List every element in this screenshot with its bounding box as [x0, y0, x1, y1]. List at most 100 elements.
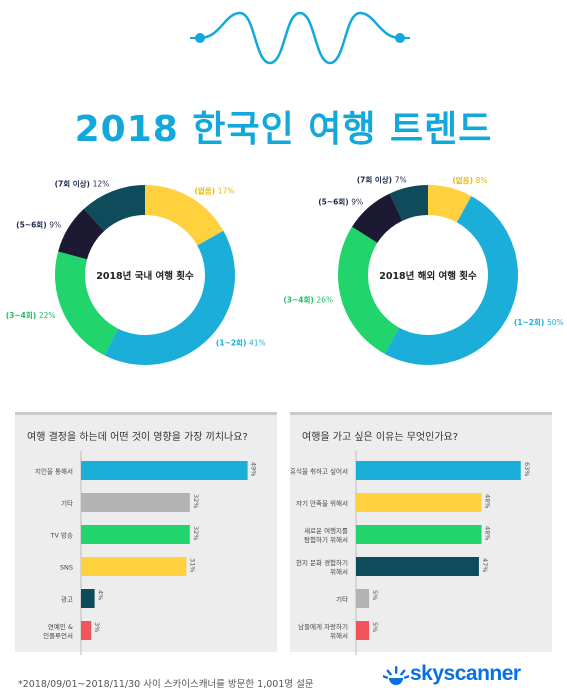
- page-title: 2018 한국인 여행 트렌드: [74, 109, 493, 150]
- bar-category-label: 휴식을 취하고 싶어서: [290, 467, 348, 476]
- slice-category: (7회 이상): [357, 175, 395, 184]
- bar-value-label: 47%: [481, 558, 489, 572]
- bar: [81, 589, 95, 608]
- donut-slice: [384, 196, 518, 365]
- donut-slice: [83, 185, 145, 231]
- slice-category: (없음): [452, 175, 475, 185]
- bar-category-line: 기타: [336, 595, 348, 604]
- survey-footnote: *2018/09/01~2018/11/30 사이 스카이스캐너를 방문한 1,…: [18, 679, 314, 690]
- travel-reason-bar-chart-panel: 여행을 가고 싶은 이유는 무엇인가요? 휴식을 취하고 싶어서 63% 자기 만족…: [290, 412, 552, 655]
- bar: [356, 589, 370, 608]
- bar-category-line: 탐험하기 위해서: [304, 535, 348, 544]
- slice-value: 7%: [395, 175, 407, 184]
- slice-category: (1~2회): [216, 338, 249, 348]
- slice-category: (5~6회): [16, 219, 49, 229]
- bar-value-label: 4%: [97, 590, 105, 600]
- donut-slice-label: (5~6회) 9%: [16, 219, 61, 229]
- donut-slice-label: (없음) 17%: [194, 185, 234, 195]
- skyscanner-logo[interactable]: skyscanner: [383, 660, 553, 690]
- chart-title: 여행 결정을 하는데 어떤 것이 영향을 가장 끼치나요?: [27, 432, 248, 443]
- bar-value-label: 32%: [192, 494, 200, 508]
- slice-category: (3~4회): [6, 310, 39, 320]
- domestic-trips-donut-chart: (없음) 17% (1~2회) 41% (3~4회) 22% (5~6회) 9% (7회…: [6, 179, 266, 365]
- bar-category-label: 광고: [61, 596, 73, 604]
- donut-slice-label: (3~4회) 22%: [6, 310, 56, 320]
- bar-category-label: 현지 문화 경험하기 위해서: [296, 558, 348, 576]
- bar-category-line: TV 방송: [50, 531, 73, 540]
- donut-slice-label: (1~2회) 41%: [216, 338, 266, 348]
- slice-category: (1~2회): [514, 317, 547, 327]
- slice-value: 50%: [547, 318, 564, 327]
- bar-category-label: TV 방송: [50, 531, 73, 540]
- slice-value: 41%: [249, 339, 266, 348]
- bar: [81, 525, 190, 544]
- slice-value: 9%: [351, 197, 363, 206]
- skyscanner-sun-icon: [383, 666, 409, 685]
- logo-text: skyscanner: [410, 662, 521, 685]
- slice-category: (없음): [194, 185, 217, 195]
- bar-value-label: 5%: [371, 622, 379, 632]
- bar-value-label: 48%: [484, 526, 492, 540]
- bar-category-line: 광고: [61, 596, 73, 604]
- bar-category-line: 지인을 통해서: [35, 467, 73, 476]
- donut-slice: [428, 185, 472, 223]
- bar-category-line: 휴식을 취하고 싶어서: [290, 467, 348, 476]
- bar: [81, 461, 248, 480]
- donut-slice-label: (7회 이상) 12%: [55, 179, 110, 189]
- donut-slice: [58, 208, 105, 260]
- slice-value: 22%: [39, 311, 56, 320]
- donut-slice: [54, 251, 119, 356]
- bar: [81, 621, 92, 640]
- bar: [81, 493, 190, 512]
- donut-slice: [338, 226, 400, 354]
- bar: [356, 557, 479, 576]
- bar-category-label: 자기 만족을 위해서: [296, 499, 348, 508]
- slice-category: (5~6회): [318, 196, 351, 206]
- bar-category-line: SNS: [60, 564, 73, 572]
- bar-value-label: 31%: [188, 558, 196, 572]
- bar-value-label: 3%: [93, 622, 101, 632]
- donut-slice: [352, 193, 403, 243]
- bar-category-line: 인플루언서: [43, 631, 73, 640]
- donut-slice: [145, 185, 224, 246]
- bar-value-label: 49%: [250, 462, 258, 476]
- bar-category-line: 자기 만족을 위해서: [296, 499, 348, 508]
- bar-category-label: 기타: [336, 595, 348, 604]
- slice-value: 17%: [218, 186, 235, 195]
- bar-category-line: 현지 문화 경험하기: [296, 558, 348, 567]
- bar-value-label: 48%: [484, 494, 492, 508]
- donut-slice-label: (5~6회) 9%: [318, 196, 363, 206]
- slice-category: (7회 이상): [55, 179, 93, 189]
- influence-bar-chart-panel: 여행 결정을 하는데 어떤 것이 영향을 가장 끼치나요? 지인을 통해서 49%…: [15, 412, 277, 655]
- bar-category-line: 위해서: [330, 631, 348, 640]
- bar: [356, 621, 370, 640]
- bar-category-label: 남들에게 자랑하기 위해서: [298, 622, 348, 640]
- slice-value: 12%: [93, 180, 110, 189]
- overseas-trips-donut-chart: (없음) 8% (1~2회) 50% (3~4회) 26% (5~6회) 9% (7회 …: [283, 175, 564, 365]
- bar-value-label: 63%: [523, 462, 531, 476]
- bar-category-line: 새로운 여행지를: [304, 526, 348, 535]
- slice-value: 26%: [316, 295, 333, 304]
- donut-center-title: 2018년 국내 여행 횟수: [96, 270, 194, 282]
- bar-value-label: 32%: [192, 526, 200, 540]
- bar-category-line: 위해서: [330, 567, 348, 576]
- bar: [356, 493, 482, 512]
- bar-category-line: 남들에게 자랑하기: [298, 622, 348, 631]
- bar: [356, 525, 482, 544]
- bar-category-label: 새로운 여행지를 탐험하기 위해서: [304, 526, 348, 544]
- slice-value: 9%: [49, 220, 61, 229]
- donut-slice-label: (1~2회) 50%: [514, 317, 564, 327]
- bar-value-label: 5%: [371, 590, 379, 600]
- chart-title: 여행을 가고 싶은 이유는 무엇인가요?: [302, 432, 459, 443]
- wave-decoration-icon: [190, 11, 410, 65]
- travel-reason-bar-chart: 휴식을 취하고 싶어서 63% 자기 만족을 위해서 48% 새로운 여행지를 탐험하기 …: [290, 451, 531, 655]
- bar: [356, 461, 521, 480]
- influence-bar-chart: 지인을 통해서 49% 기타 32% TV 방송 32% SNS 31% 광고 4% 연예인 & 인플…: [35, 451, 258, 655]
- donut-slice-label: (3~4회) 26%: [283, 294, 333, 304]
- slice-value: 8%: [476, 176, 488, 185]
- donut-slice: [104, 230, 236, 365]
- bar-category-label: 연예인 & 인플루언서: [43, 622, 73, 640]
- bar-category-label: SNS: [60, 564, 73, 572]
- donut-slice-label: (7회 이상) 7%: [357, 175, 407, 184]
- slice-category: (3~4회): [283, 294, 316, 304]
